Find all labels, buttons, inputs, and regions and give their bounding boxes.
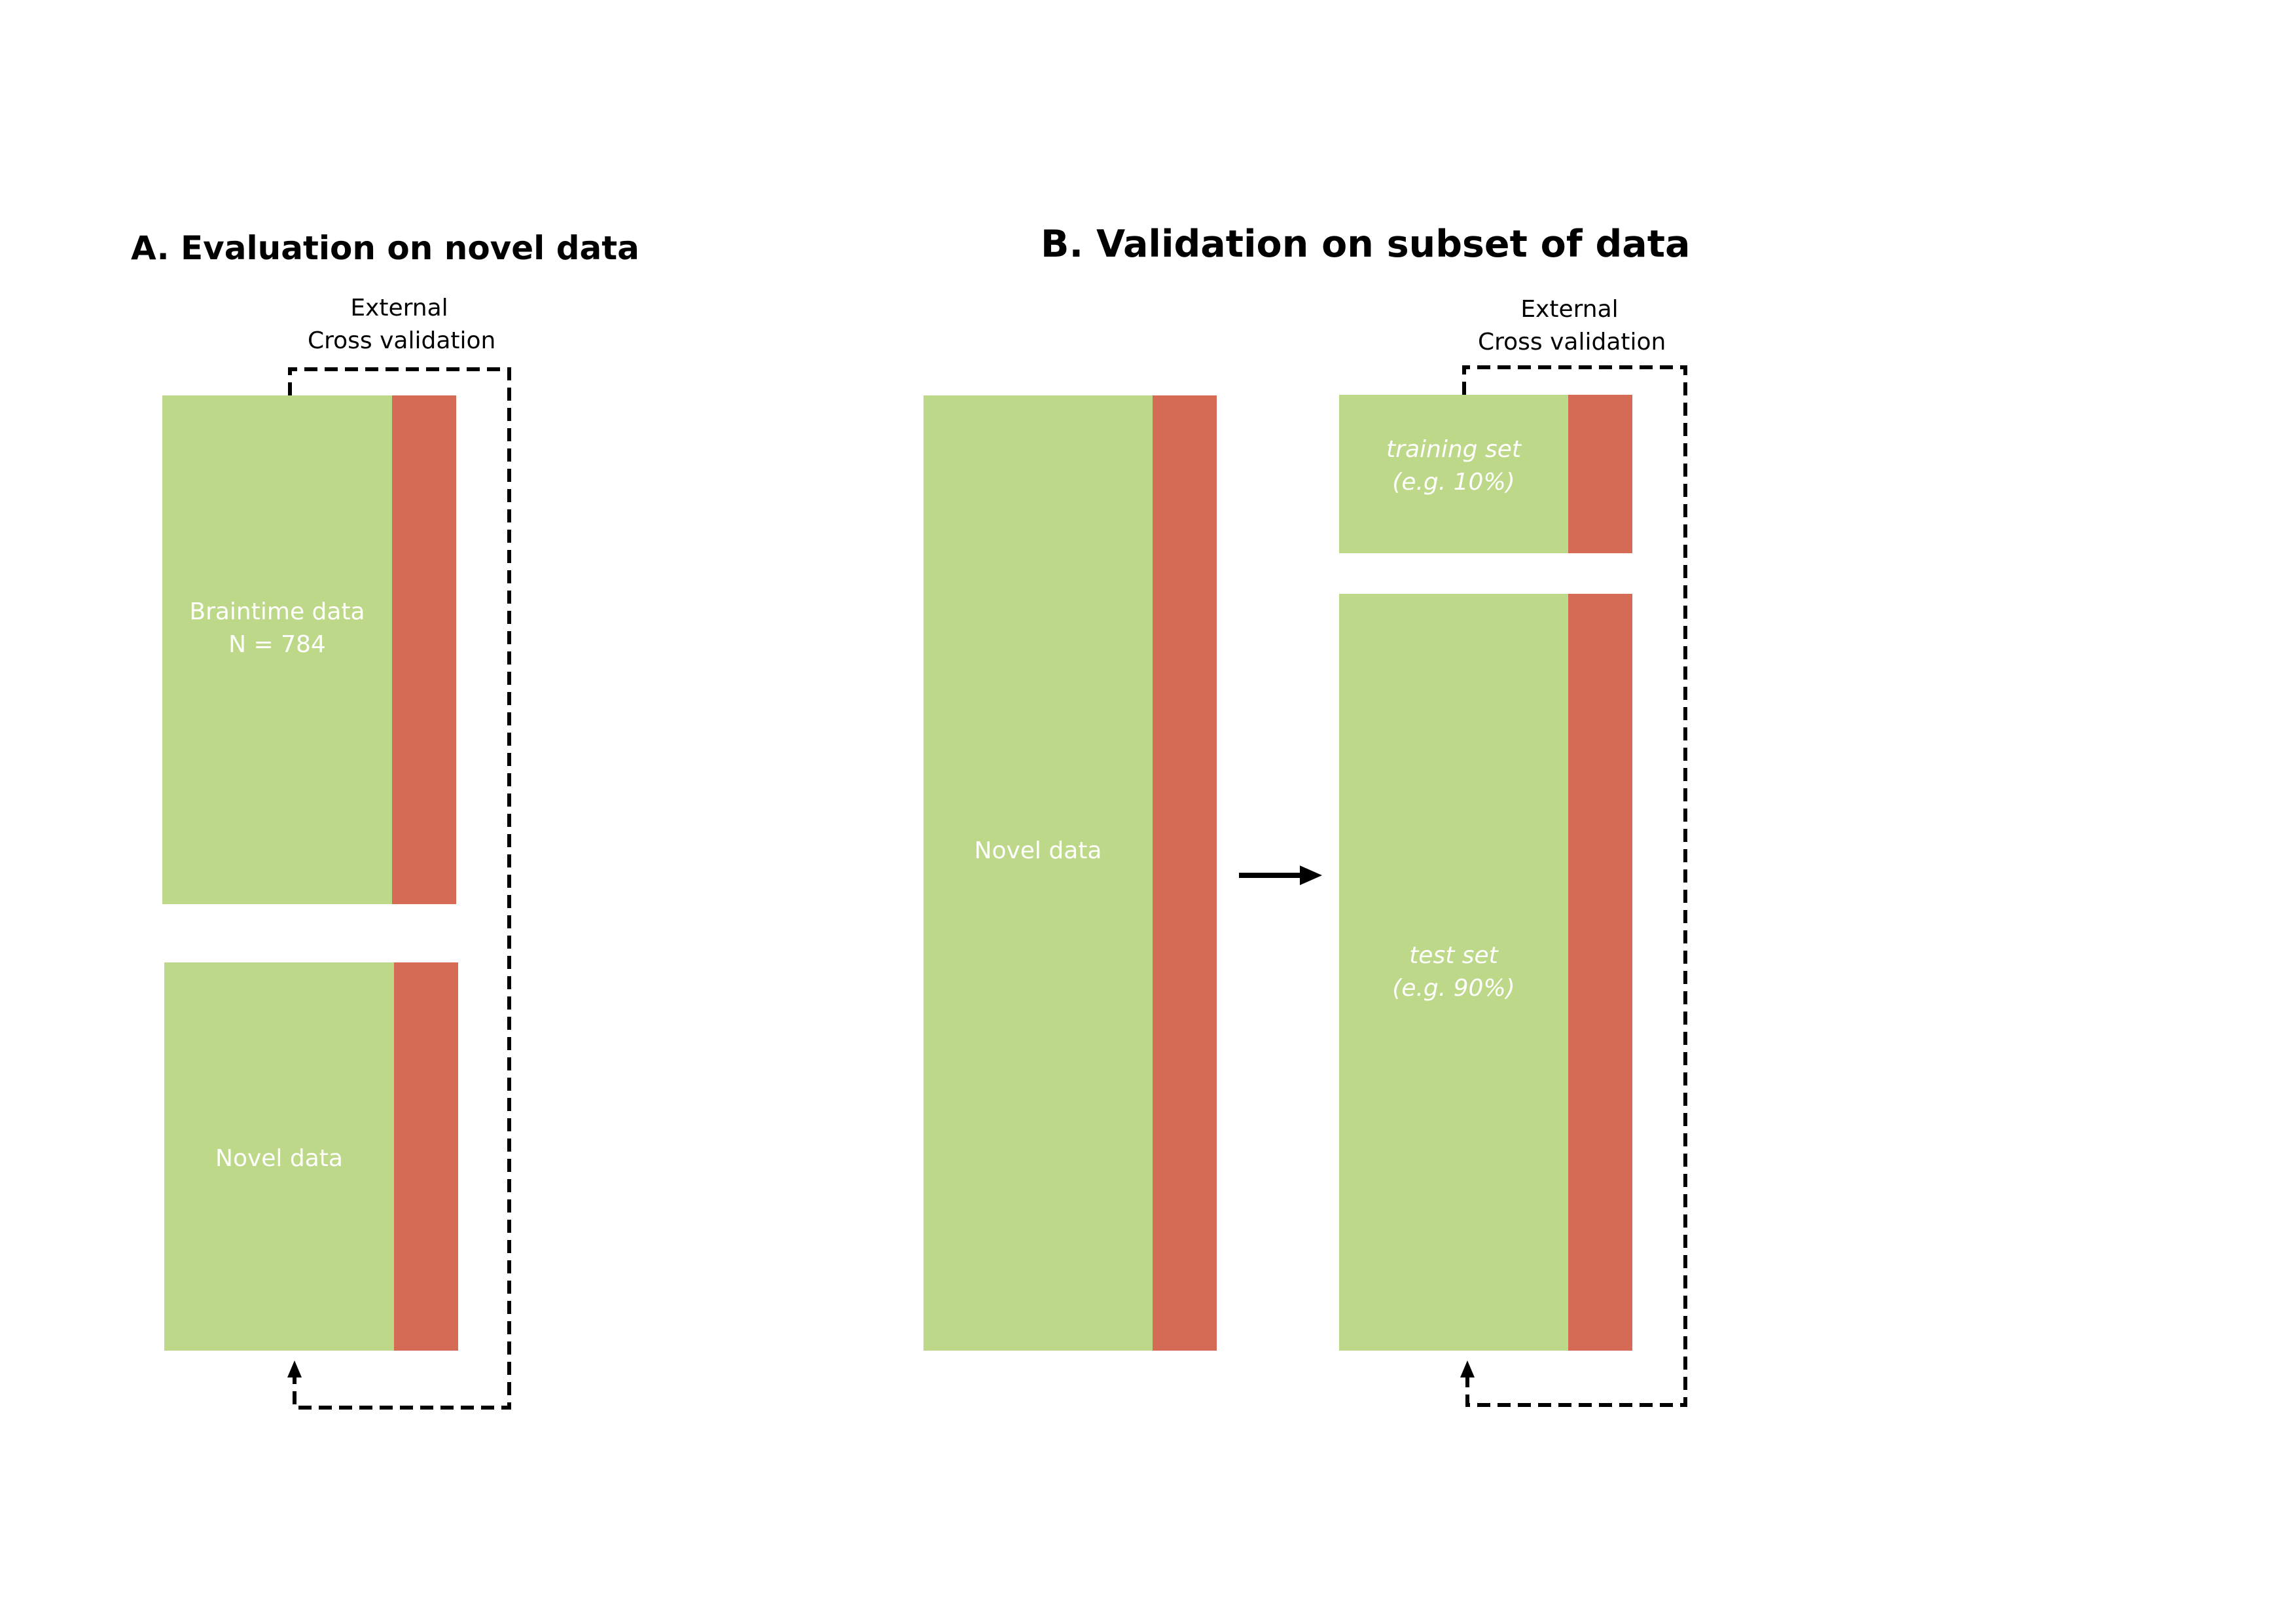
- panel-a-novel-data-green-region: Novel data: [164, 962, 394, 1351]
- braintime-data-green-region: Braintime data N = 784: [162, 395, 392, 904]
- test-set-label-line1: test set: [1409, 942, 1498, 969]
- panel-b-cv-dashed-loop: [1462, 365, 1687, 1407]
- panel-a-title: A. Evaluation on novel data: [131, 229, 639, 267]
- panel-b-cv-label-line2: Cross validation: [1478, 329, 1666, 356]
- test-set-block: test set (e.g. 90%): [1339, 594, 1632, 1351]
- panel-a-cv-arrowhead: [287, 1360, 302, 1377]
- training-set-red-region: [1568, 395, 1632, 553]
- braintime-data-label: Braintime data N = 784: [189, 596, 365, 661]
- test-set-label-line2: (e.g. 90%): [1392, 975, 1515, 1002]
- panel-b-title: B. Validation on subset of data: [1041, 223, 1691, 266]
- panel-b-novel-data-green-region: Novel data: [924, 395, 1153, 1351]
- split-arrow-head: [1300, 866, 1322, 885]
- panel-a-novel-data-label: Novel data: [215, 1144, 343, 1172]
- training-set-label-line2: (e.g. 10%): [1392, 469, 1515, 496]
- panel-a-novel-data-block: Novel data: [164, 962, 458, 1351]
- panel-a-cv-label-line2: Cross validation: [308, 327, 496, 354]
- panel-a-novel-data-red-region: [394, 962, 458, 1351]
- training-set-green-region: training set (e.g. 10%): [1339, 395, 1568, 553]
- panel-b-novel-data-block: Novel data: [924, 395, 1217, 1351]
- braintime-data-label-line1: Braintime data: [189, 598, 365, 625]
- test-set-green-region: test set (e.g. 90%): [1339, 594, 1568, 1351]
- test-set-label: test set (e.g. 90%): [1392, 939, 1515, 1005]
- panel-b-cv-label: External Cross validation: [1478, 293, 1666, 359]
- test-set-red-region: [1568, 594, 1632, 1351]
- braintime-data-block: Braintime data N = 784: [162, 395, 456, 904]
- panel-a-cv-label: External Cross validation: [308, 292, 496, 357]
- panel-a-cv-label-line1: External: [350, 295, 448, 321]
- training-set-block: training set (e.g. 10%): [1339, 395, 1632, 553]
- training-set-label-line1: training set: [1386, 436, 1521, 463]
- panel-b-cv-label-line1: External: [1520, 296, 1619, 323]
- panel-b-novel-data-red-region: [1153, 395, 1217, 1351]
- braintime-data-label-line2: N = 784: [228, 631, 326, 658]
- panel-b-cv-arrowhead: [1460, 1360, 1475, 1377]
- panel-a-cv-dashed-loop: [288, 367, 511, 1410]
- panel-b-novel-data-label: Novel data: [974, 837, 1102, 864]
- braintime-data-red-region: [392, 395, 456, 904]
- training-set-label: training set (e.g. 10%): [1386, 433, 1521, 499]
